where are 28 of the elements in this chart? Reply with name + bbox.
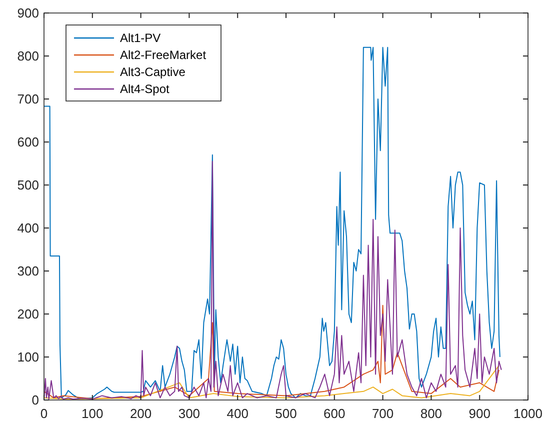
x-tick-label: 800 <box>420 406 442 421</box>
x-tick-label: 100 <box>82 406 104 421</box>
y-tick-label: 600 <box>17 134 39 150</box>
x-tick-label: 300 <box>178 406 200 421</box>
line-series <box>44 365 500 400</box>
x-tick-label: 200 <box>130 406 152 421</box>
y-tick-label: 300 <box>17 264 39 278</box>
y-tick-label: 200 <box>17 306 39 322</box>
y-tick-label: 500 <box>17 178 39 192</box>
y-tick-label: 900 <box>17 6 39 20</box>
legend-label: Alt4-Spot <box>120 82 170 96</box>
x-tick-label: 900 <box>468 406 490 421</box>
x-tick-label: 400 <box>226 406 248 421</box>
line-series <box>44 46 500 400</box>
x-tick-label: 1000 <box>514 406 542 421</box>
y-tick-label: 800 <box>17 48 39 64</box>
x-tick-label: 700 <box>372 406 394 421</box>
y-tick-label: 700 <box>17 92 39 106</box>
legend-label: Alt2-FreeMarket <box>120 48 207 62</box>
legend-label: Alt1-PV <box>120 31 161 45</box>
x-tick-label: 600 <box>324 406 346 421</box>
y-tick-label: 100 <box>17 350 39 364</box>
x-tick-label: 500 <box>275 406 297 421</box>
legend-label: Alt3-Captive <box>120 65 186 79</box>
y-tick-label: 0 <box>32 392 39 408</box>
line-series <box>44 304 500 400</box>
y-tick-label: 400 <box>17 220 39 236</box>
line-series <box>44 160 502 400</box>
